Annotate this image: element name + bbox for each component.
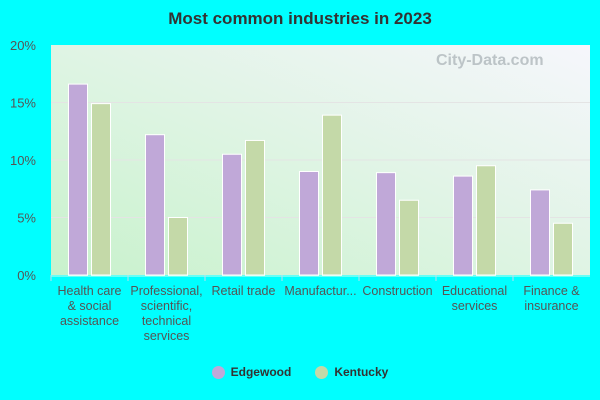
legend-swatch <box>315 365 329 379</box>
bar-kentucky <box>91 103 111 276</box>
bar-edgewood <box>530 189 550 276</box>
bar-edgewood <box>299 171 319 276</box>
x-category-label: Retail trade <box>212 284 276 298</box>
bar-edgewood <box>376 172 396 276</box>
watermark-logo: City-Data.com <box>436 52 544 69</box>
y-tick-label: 20% <box>10 38 36 53</box>
y-tick-label: 5% <box>17 211 36 226</box>
y-tick-label: 15% <box>10 96 36 111</box>
x-category-label: Construction <box>362 284 432 298</box>
x-category-label: Educational services <box>442 284 507 313</box>
chart-title: Most common industries in 2023 <box>168 9 432 28</box>
x-category-label: Health care & social assistance <box>58 284 122 328</box>
legend-label: Kentucky <box>334 365 389 379</box>
bar-kentucky <box>399 199 419 276</box>
x-category-label: Manufactur... <box>284 284 356 298</box>
bar-edgewood <box>68 83 88 276</box>
bar-edgewood <box>222 153 242 276</box>
bar-kentucky <box>553 222 573 276</box>
legend-label: Edgewood <box>230 365 292 379</box>
legend: Edgewood Kentucky <box>0 365 600 379</box>
legend-item: Edgewood <box>211 365 292 379</box>
bar-edgewood <box>453 175 473 276</box>
bar-edgewood <box>145 134 165 276</box>
x-category-label: Professional, scientific, technical service… <box>130 284 202 343</box>
bar-kentucky <box>168 217 188 276</box>
bar-kentucky <box>322 114 342 276</box>
x-category-label: Finance & insurance <box>523 284 580 313</box>
y-tick-label: 10% <box>10 153 36 168</box>
y-tick-label: 0% <box>17 268 36 283</box>
bar-kentucky <box>245 139 265 276</box>
legend-swatch <box>211 365 225 379</box>
legend-item: Kentucky <box>315 365 388 379</box>
bar-kentucky <box>476 165 496 276</box>
